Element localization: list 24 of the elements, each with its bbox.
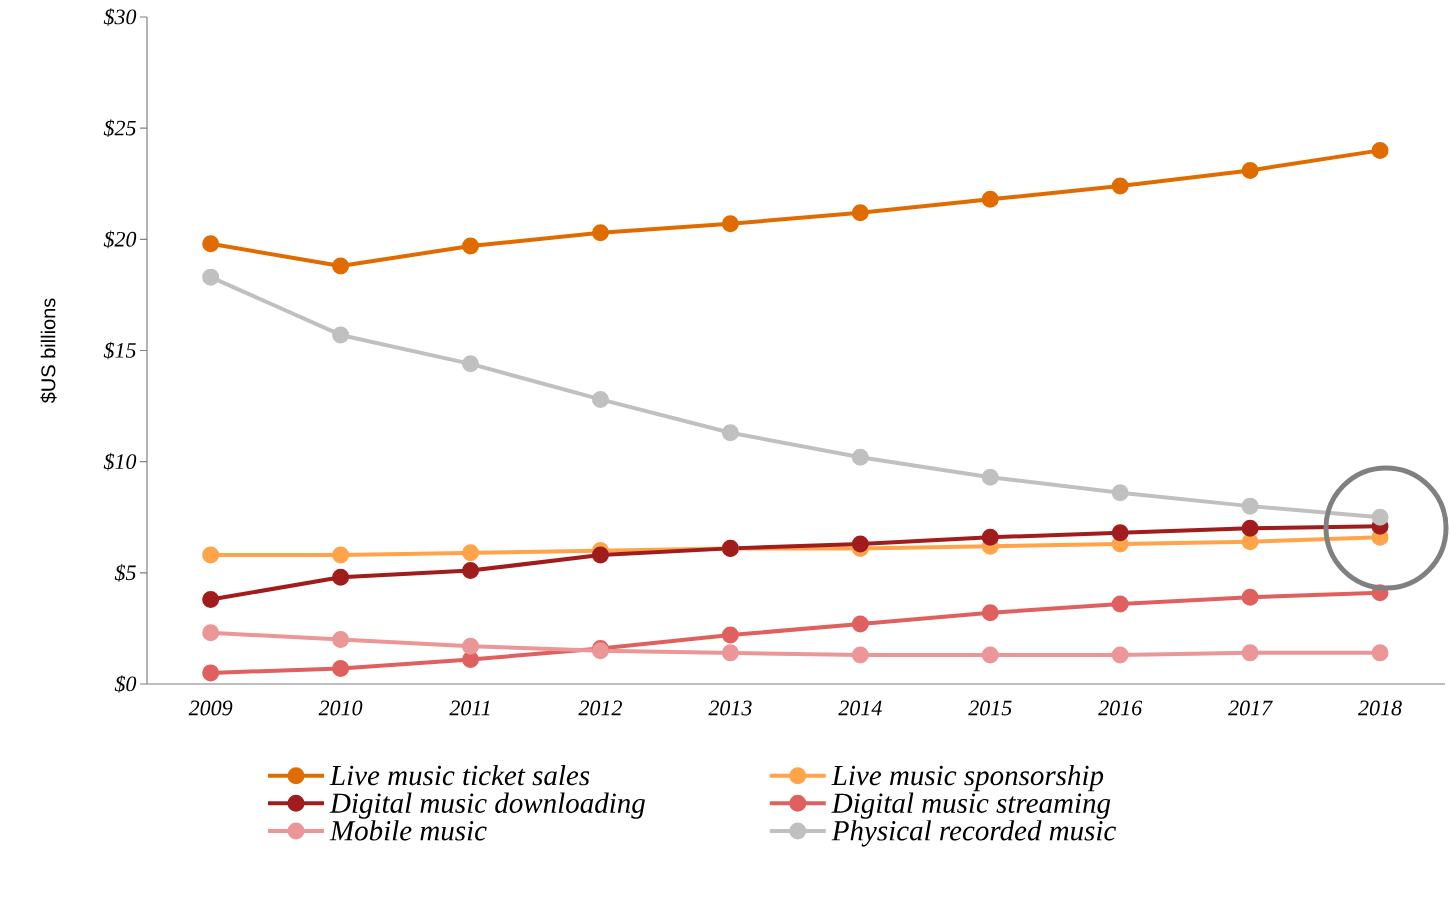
legend-label: Physical recorded music: [831, 820, 1117, 847]
x-tick-label: 2017: [1228, 700, 1273, 716]
legend-label: Digital music streaming: [831, 792, 1111, 819]
x-tick-label: 2011: [449, 700, 490, 716]
x-tick-label: 2014: [838, 700, 882, 716]
y-tick-label: $25: [103, 119, 136, 137]
x-tick-label: 2009: [188, 700, 233, 716]
y-tick-label: $20: [103, 230, 137, 249]
y-tick-label: $15: [103, 341, 136, 360]
x-tick-label: 2012: [578, 700, 622, 716]
x-tick-label: 2010: [318, 700, 363, 716]
legend-label: Live music ticket sales: [329, 764, 590, 786]
y-tick-label: $10: [103, 452, 137, 471]
y-axis-title: $US billions: [40, 298, 57, 404]
legend-label: Live music sponsorship: [831, 764, 1104, 792]
x-tick-label: 2013: [708, 700, 752, 716]
x-tick-label: 2016: [1098, 700, 1143, 716]
x-tick-label: 2015: [968, 700, 1012, 716]
legend-label: Digital music downloading: [329, 792, 645, 819]
legend-label: Mobile music: [329, 820, 487, 841]
y-tick-label: $5: [114, 564, 136, 582]
x-tick-label: 2018: [1358, 700, 1402, 716]
y-tick-label: $30: [103, 8, 137, 26]
y-tick-label: $0: [114, 675, 137, 693]
